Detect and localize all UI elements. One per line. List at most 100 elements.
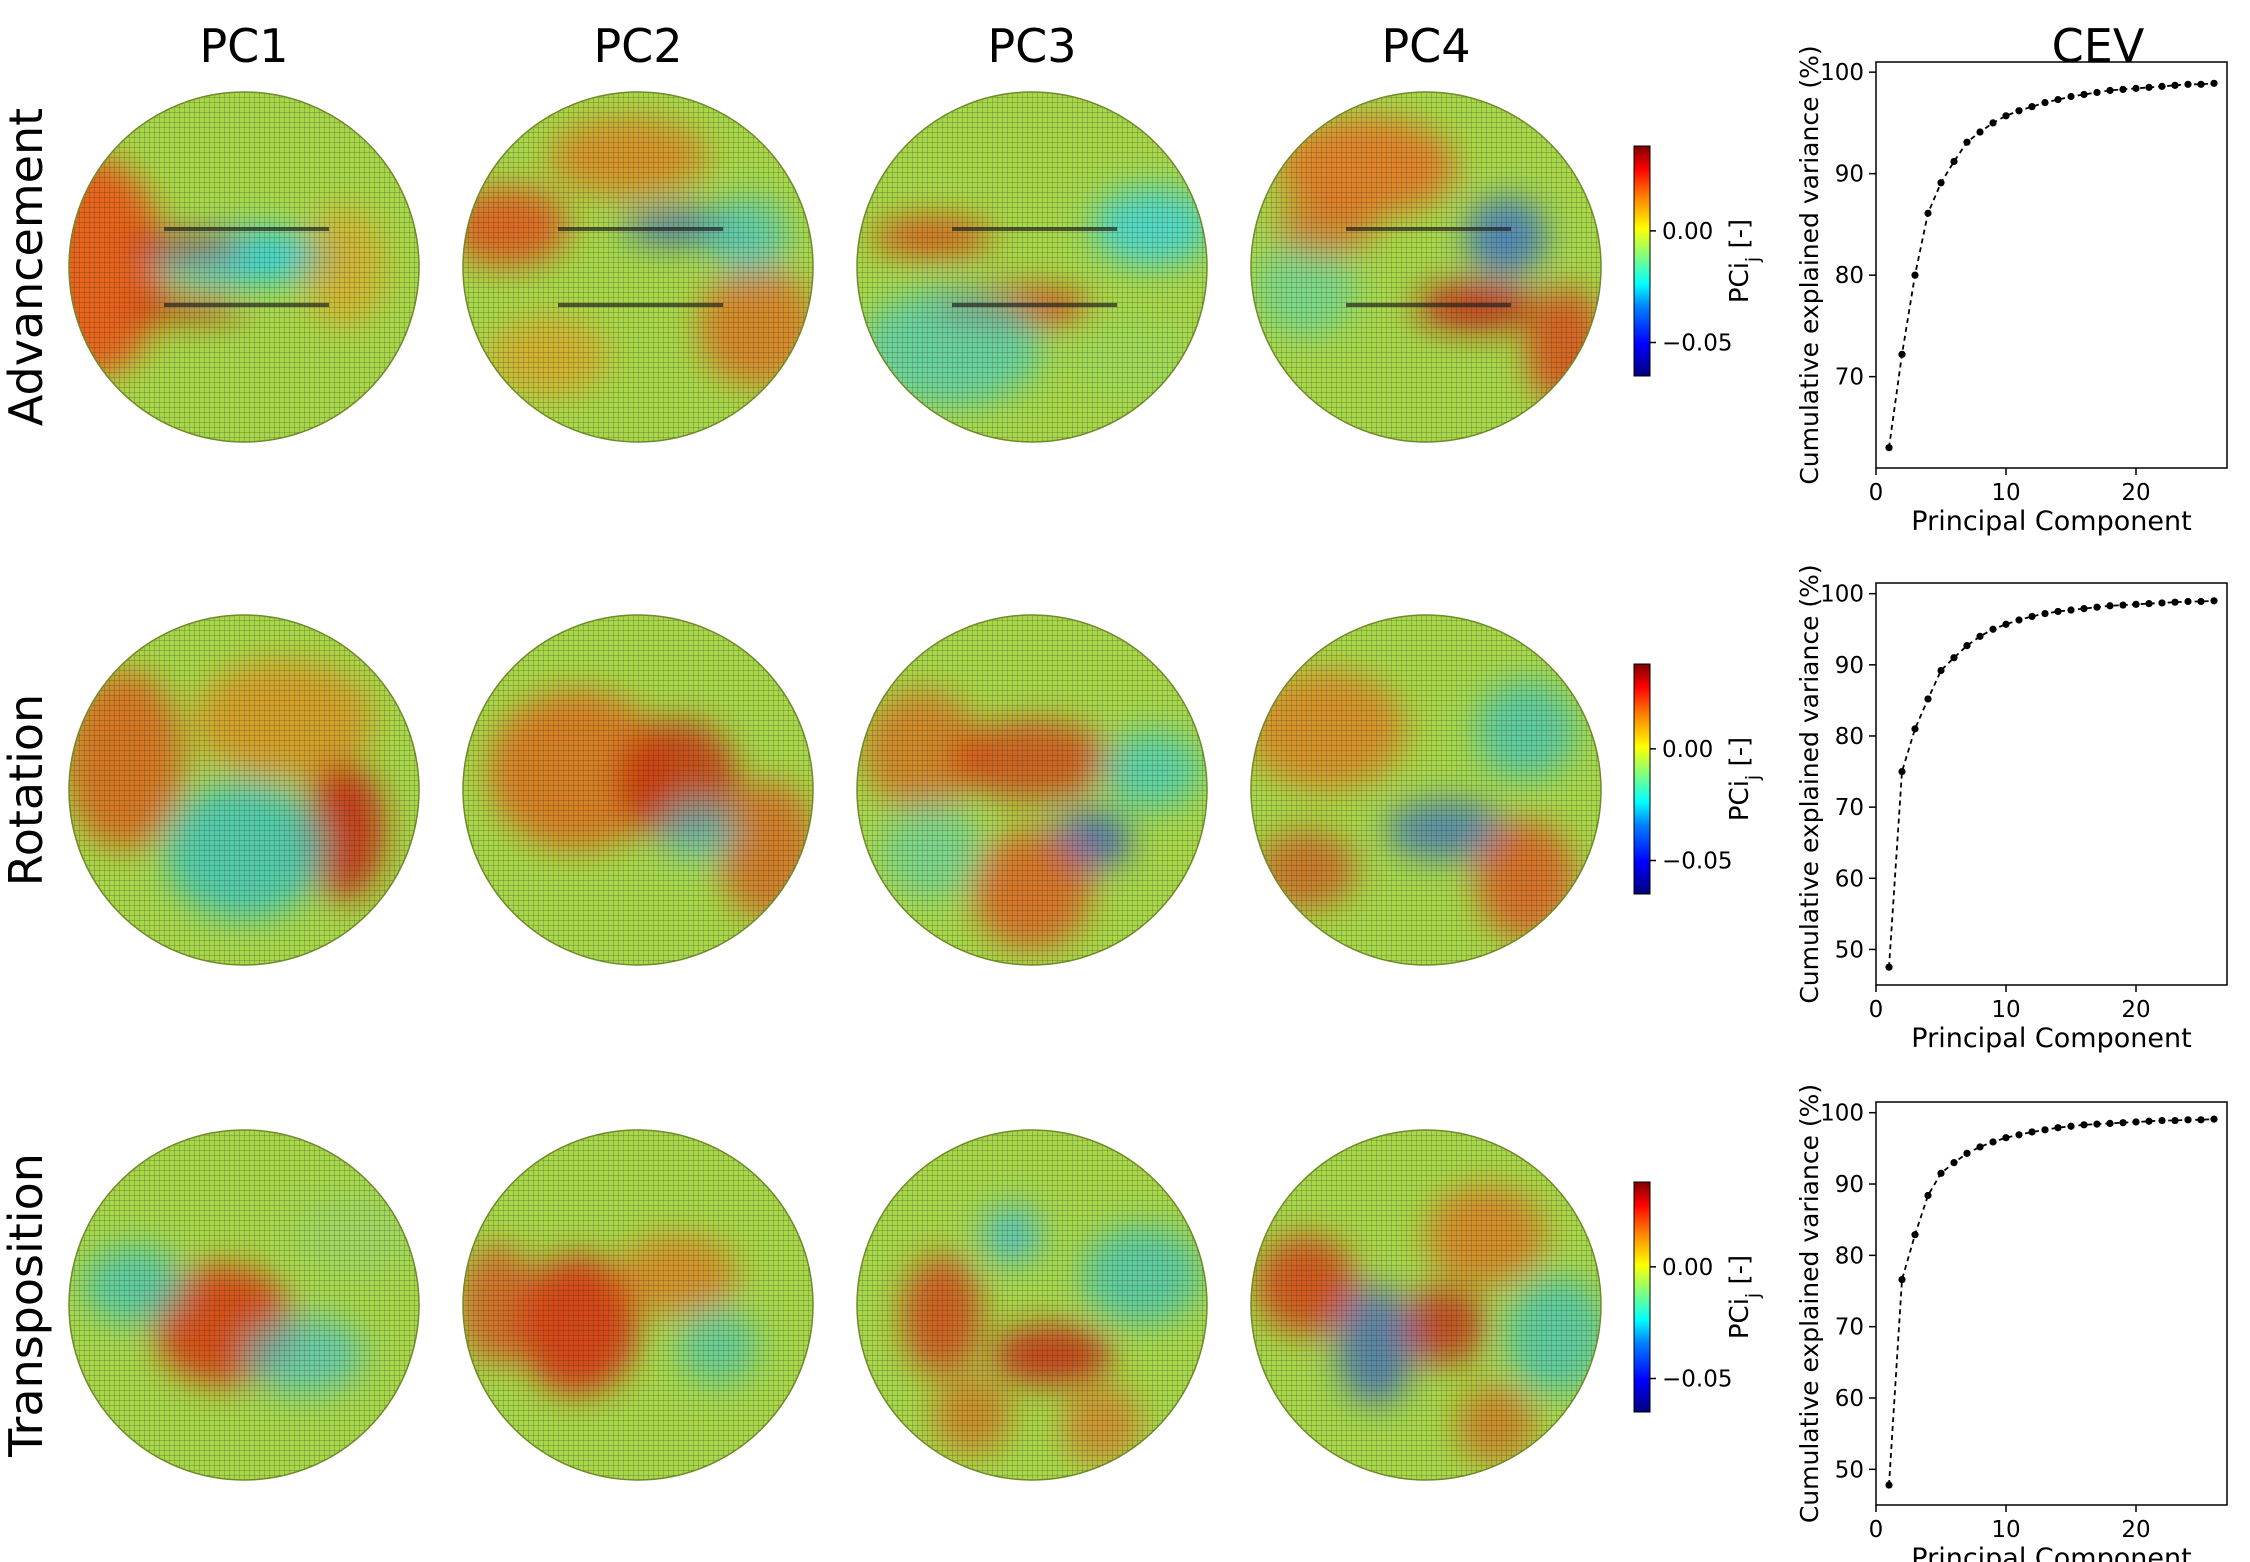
colorbar-tick-label: −0.05 (1662, 331, 1732, 357)
cev-point (2197, 1116, 2205, 1124)
pc4-map-transposition (1250, 1129, 1602, 1481)
cev-point (2145, 600, 2153, 608)
colorbar-tick-label: −0.05 (1662, 1367, 1732, 1393)
y-tick-label: 70 (1835, 365, 1864, 391)
colorbar-tick-label: 0.00 (1662, 1255, 1713, 1281)
cev-point (2080, 1121, 2088, 1129)
cev-point (2184, 597, 2192, 606)
colorbar-tick-label: 0.00 (1662, 737, 1713, 763)
cev-point (2132, 1118, 2140, 1126)
col-header-pc4: PC4 (1381, 19, 1470, 73)
cev-series-line (1888, 82, 2215, 448)
cev-point (2171, 81, 2179, 89)
x-tick-label: 20 (2121, 997, 2150, 1023)
cev-series-line (1888, 599, 2215, 968)
cev-point (2041, 609, 2049, 618)
y-tick-label: 100 (1820, 582, 1864, 608)
plot-frame (1875, 1101, 2228, 1506)
row-label-advancement: Advancement (0, 108, 53, 426)
colorbar-tick-label: 0.00 (1662, 219, 1713, 245)
x-tick-label: 20 (2121, 480, 2150, 506)
cev-point (2093, 603, 2101, 611)
x-tick-label: 0 (1869, 997, 1884, 1023)
cev-point (2197, 597, 2205, 606)
cev-point (2067, 606, 2075, 614)
pc-disc-maps (68, 91, 1602, 1481)
cev-point (1885, 963, 1893, 971)
cev-point (2132, 84, 2140, 92)
y-tick-label: 60 (1835, 1386, 1864, 1412)
cev-point (1963, 642, 1971, 650)
row-labels: Advancement Rotation Transposition (0, 108, 53, 1458)
cev-point (2015, 616, 2023, 624)
cev-point (2093, 1120, 2101, 1128)
cev-point (2041, 1126, 2049, 1134)
x-tick-label: 0 (1869, 480, 1884, 506)
x-axis-label: Principal Component (1911, 506, 2191, 537)
cev-point (2041, 99, 2049, 107)
colorbar-label: PCij [-] (1725, 219, 1764, 303)
y-tick-label: 90 (1835, 653, 1864, 679)
y-tick-label: 80 (1835, 263, 1864, 289)
cev-charts: 0 10 20 70 80 90 100 Principal Component Cumulat… (1795, 45, 2228, 1562)
pc1-map-transposition (68, 1129, 420, 1481)
y-tick-label: 90 (1835, 1172, 1864, 1198)
y-tick-label: 70 (1835, 795, 1864, 821)
cev-point (1989, 119, 1997, 127)
cev-point (1976, 632, 1984, 640)
pc4-map-advancement (1250, 91, 1602, 443)
colorbar-rotation: 0.00 −0.05 PCij [-] (1633, 663, 1764, 895)
cev-point (2145, 83, 2153, 91)
cev-point (2184, 80, 2192, 88)
plot-frame (1875, 582, 2228, 986)
pc3-map-advancement (856, 91, 1208, 443)
colorbar-transposition: 0.00 −0.05 PCij [-] (1633, 1181, 1764, 1413)
cev-point (2093, 88, 2101, 97)
cev-point (2015, 107, 2023, 115)
cev-point (2210, 597, 2218, 605)
cev-point (2106, 1119, 2114, 1127)
cev-point (1924, 695, 1932, 703)
colorbars: 0.00 −0.05 PCij [-] 0.00 −0.05 PCij [-] 0.00 −0… (1633, 145, 1764, 1413)
cev-point (1950, 1159, 1958, 1167)
cev-chart-transposition: 0 10 20 50 60 70 80 90 100 Principal Component Cum… (1795, 1084, 2228, 1562)
cev-point (1950, 157, 1958, 166)
col-header-pc2: PC2 (593, 19, 682, 73)
x-axis-label: Principal Component (1911, 1023, 2191, 1054)
x-tick-label: 20 (2121, 1517, 2150, 1543)
x-tick-label: 10 (1991, 997, 2020, 1023)
cev-point (2002, 112, 2010, 120)
cev-point (2080, 90, 2088, 99)
cev-point (1911, 271, 1919, 279)
pc2-map-rotation (462, 614, 814, 966)
cev-point (2197, 80, 2205, 88)
cev-point (2028, 612, 2036, 621)
pc1-map-advancement (68, 91, 420, 443)
cev-point (2002, 1134, 2010, 1142)
cev-point (2145, 1117, 2153, 1125)
cev-point (1898, 767, 1906, 776)
cev-point (1937, 179, 1945, 187)
cev-point (1976, 128, 1984, 136)
colorbar-label: PCij [-] (1725, 1255, 1764, 1339)
row-label-transposition: Transposition (0, 1153, 53, 1458)
pc2-map-advancement (462, 91, 814, 443)
y-tick-label: 80 (1835, 1243, 1864, 1269)
y-axis-label: Cumulative explained variance (%) (1795, 45, 1824, 484)
y-tick-label: 70 (1835, 1315, 1864, 1341)
cev-point (1937, 1169, 1945, 1177)
pc3-map-transposition (856, 1129, 1208, 1481)
colorbar-label: PCij [-] (1725, 737, 1764, 821)
cev-chart-advancement: 0 10 20 70 80 90 100 Principal Component Cumulat… (1795, 45, 2228, 537)
col-header-pc3: PC3 (987, 19, 1076, 73)
y-tick-label: 50 (1835, 1457, 1864, 1483)
cev-point (2132, 600, 2140, 608)
cev-point (2184, 1116, 2192, 1124)
cev-point (2171, 598, 2179, 606)
colorbar-advancement: 0.00 −0.05 PCij [-] (1633, 145, 1764, 377)
col-header-cev: CEV (2052, 19, 2145, 73)
cev-point (2119, 601, 2127, 609)
y-tick-label: 100 (1820, 1101, 1864, 1127)
cev-point (2054, 1124, 2062, 1132)
cev-point (2210, 1115, 2218, 1123)
